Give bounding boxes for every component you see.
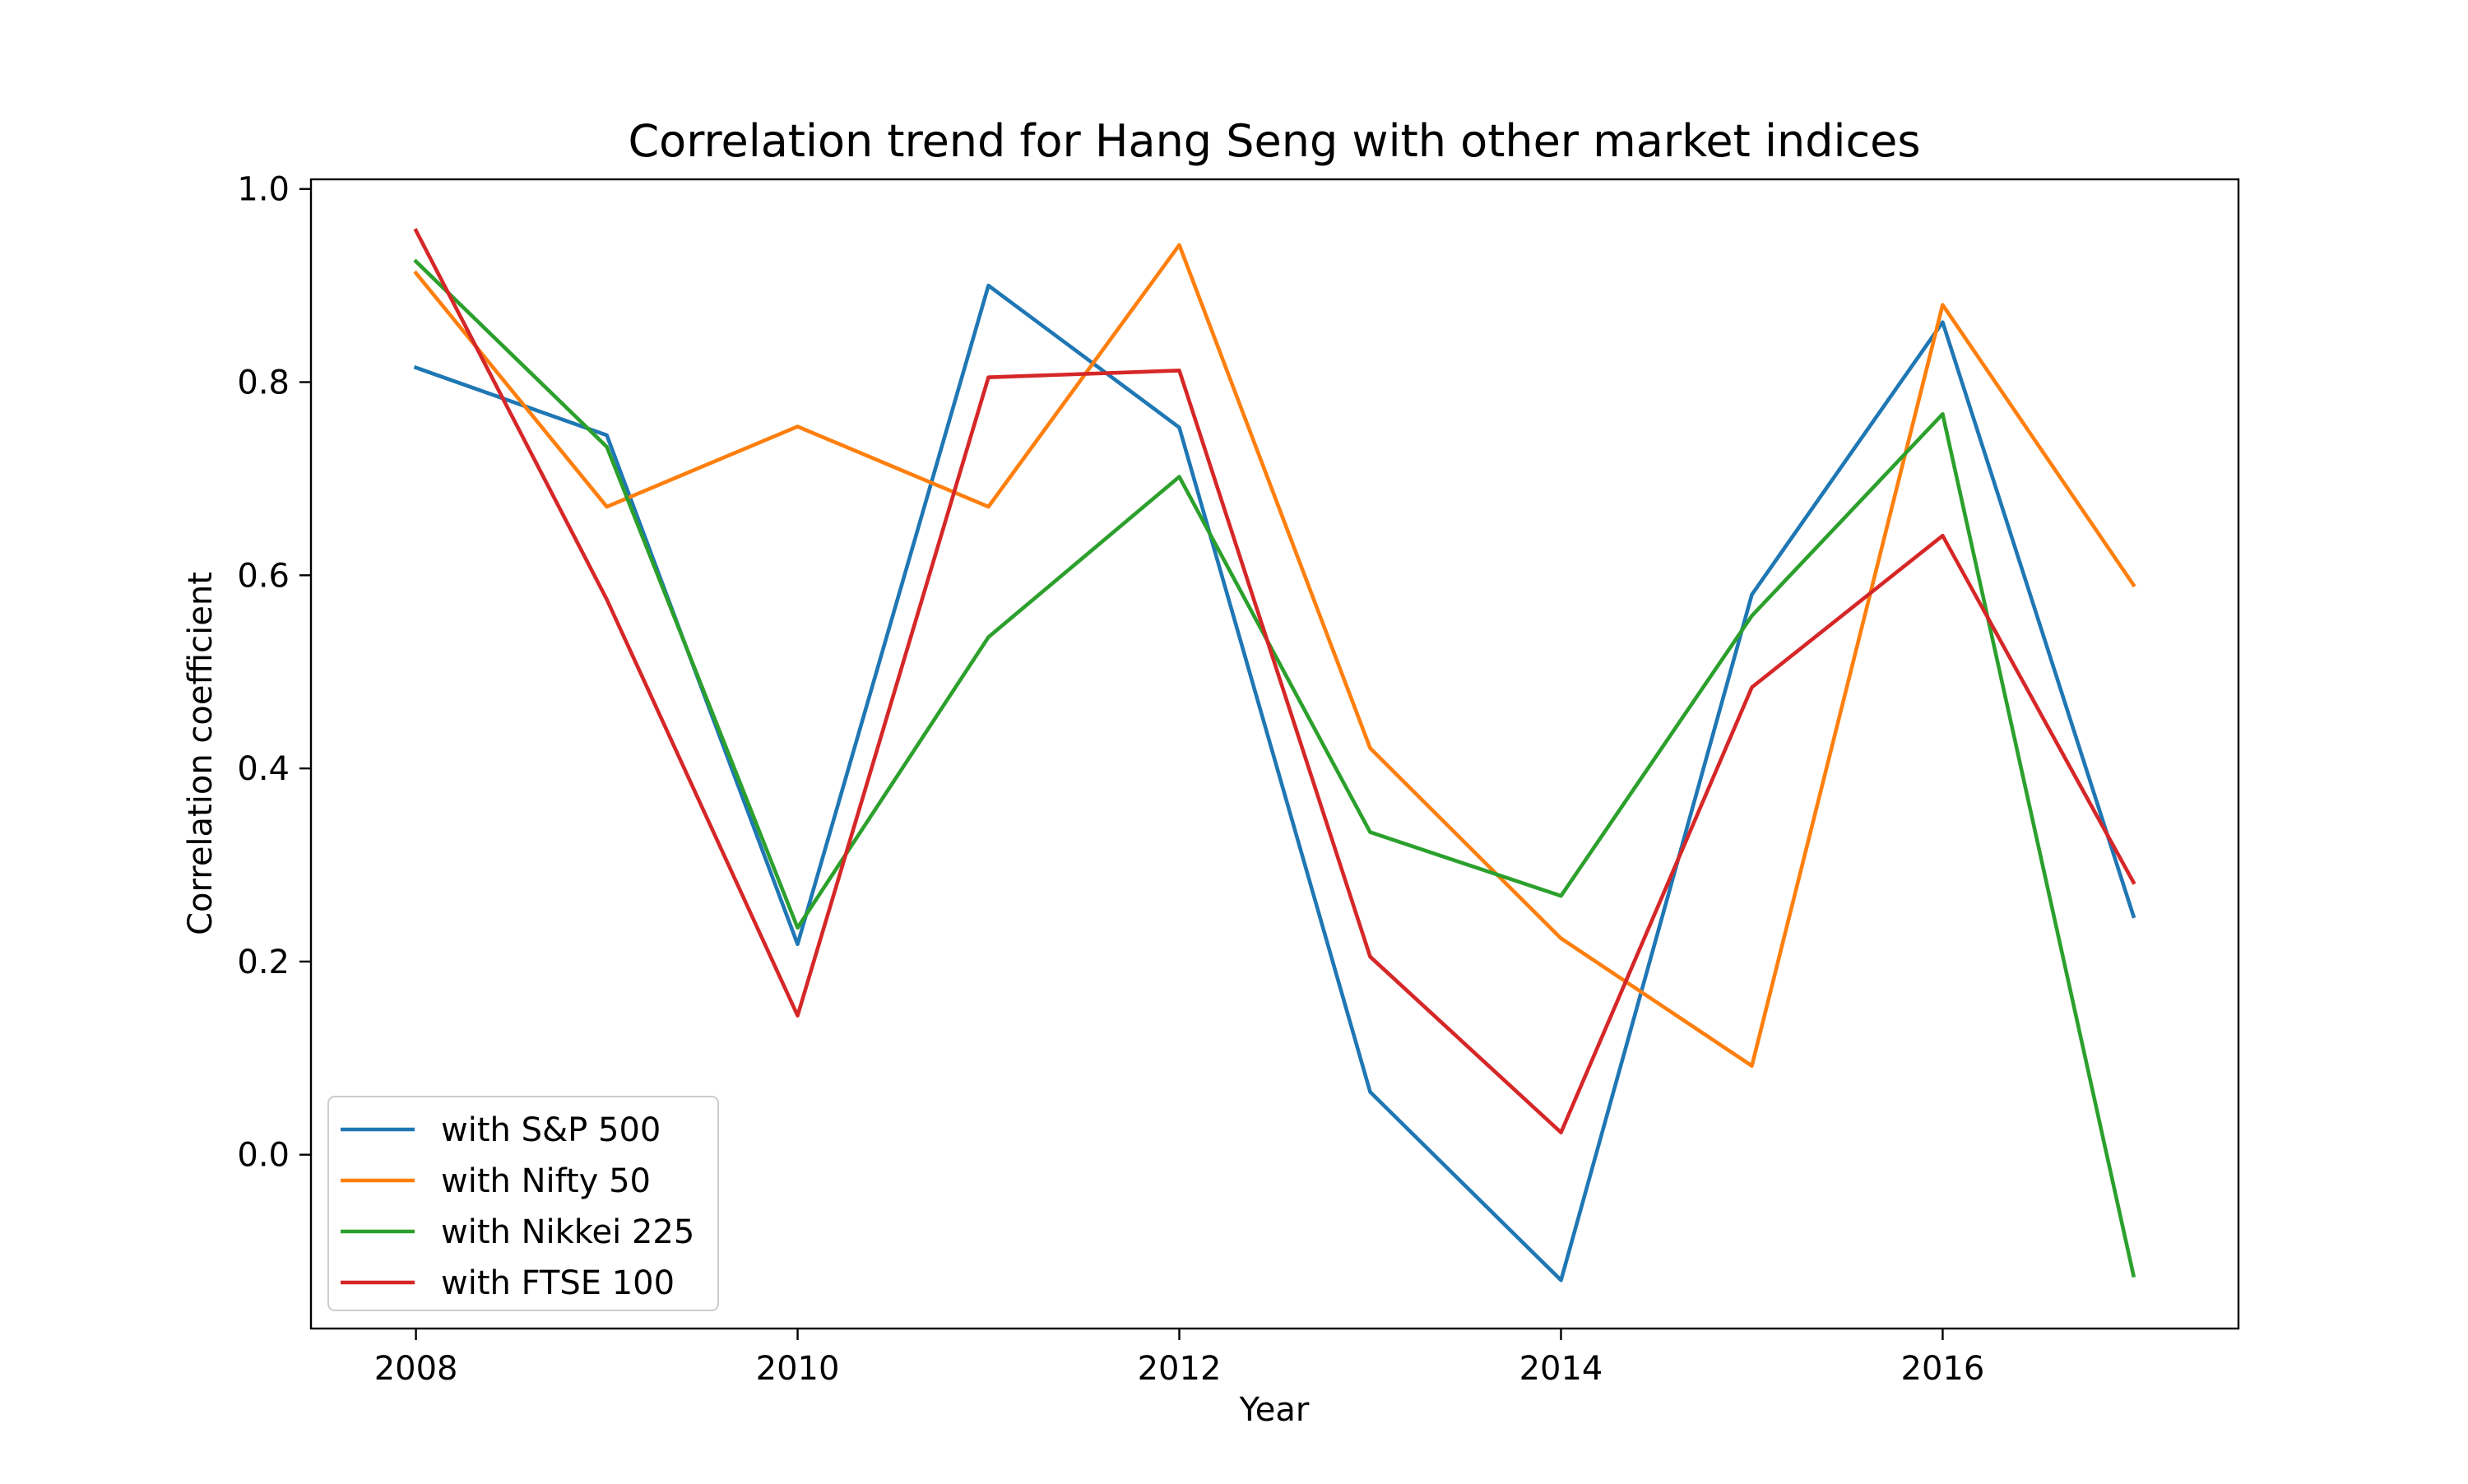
y-axis-ticks: 0.0 0.2 0.4 0.6 0.8 1.0 (237, 171, 311, 1175)
legend-label-with-ftse-100: with FTSE 100 (441, 1264, 675, 1302)
legend-label-with-nikkei-225: with Nikkei 225 (441, 1213, 694, 1251)
y-tick-label: 0.8 (237, 364, 290, 402)
series-line-with-nikkei-225 (413, 258, 2136, 1278)
x-tick-label: 2016 (1901, 1350, 1985, 1388)
x-tick-label: 2014 (1519, 1350, 1603, 1388)
legend-label-with-s-p-500: with S&P 500 (441, 1111, 661, 1149)
x-tick-label: 2012 (1138, 1350, 1222, 1388)
legend-box (327, 1096, 719, 1311)
y-tick-label: 0.4 (237, 750, 290, 788)
y-tick-label: 0.2 (237, 944, 290, 981)
series-lines (413, 228, 2136, 1282)
x-axis-label: Year (1239, 1391, 1310, 1429)
series-line-with-nifty-50 (413, 243, 2136, 1068)
x-tick-label: 2008 (374, 1350, 458, 1388)
y-tick-label: 0.6 (237, 557, 290, 595)
legend-label-with-nifty-50: with Nifty 50 (441, 1162, 651, 1200)
axes-frame (309, 178, 2240, 1330)
y-axis-label: Correlation coefficient (182, 572, 220, 935)
x-tick-label: 2010 (756, 1350, 840, 1388)
y-tick-label: 1.0 (237, 171, 290, 209)
chart-title: Correlation trend for Hang Seng with oth… (628, 115, 1920, 167)
y-tick-label: 0.0 (237, 1137, 290, 1175)
series-line-with-ftse-100 (413, 228, 2136, 1134)
legend: with S&P 500 with Nifty 50 with Nikkei 225… (327, 1096, 719, 1311)
x-axis-ticks: 2008 2010 2012 2014 2016 (374, 1329, 1985, 1388)
